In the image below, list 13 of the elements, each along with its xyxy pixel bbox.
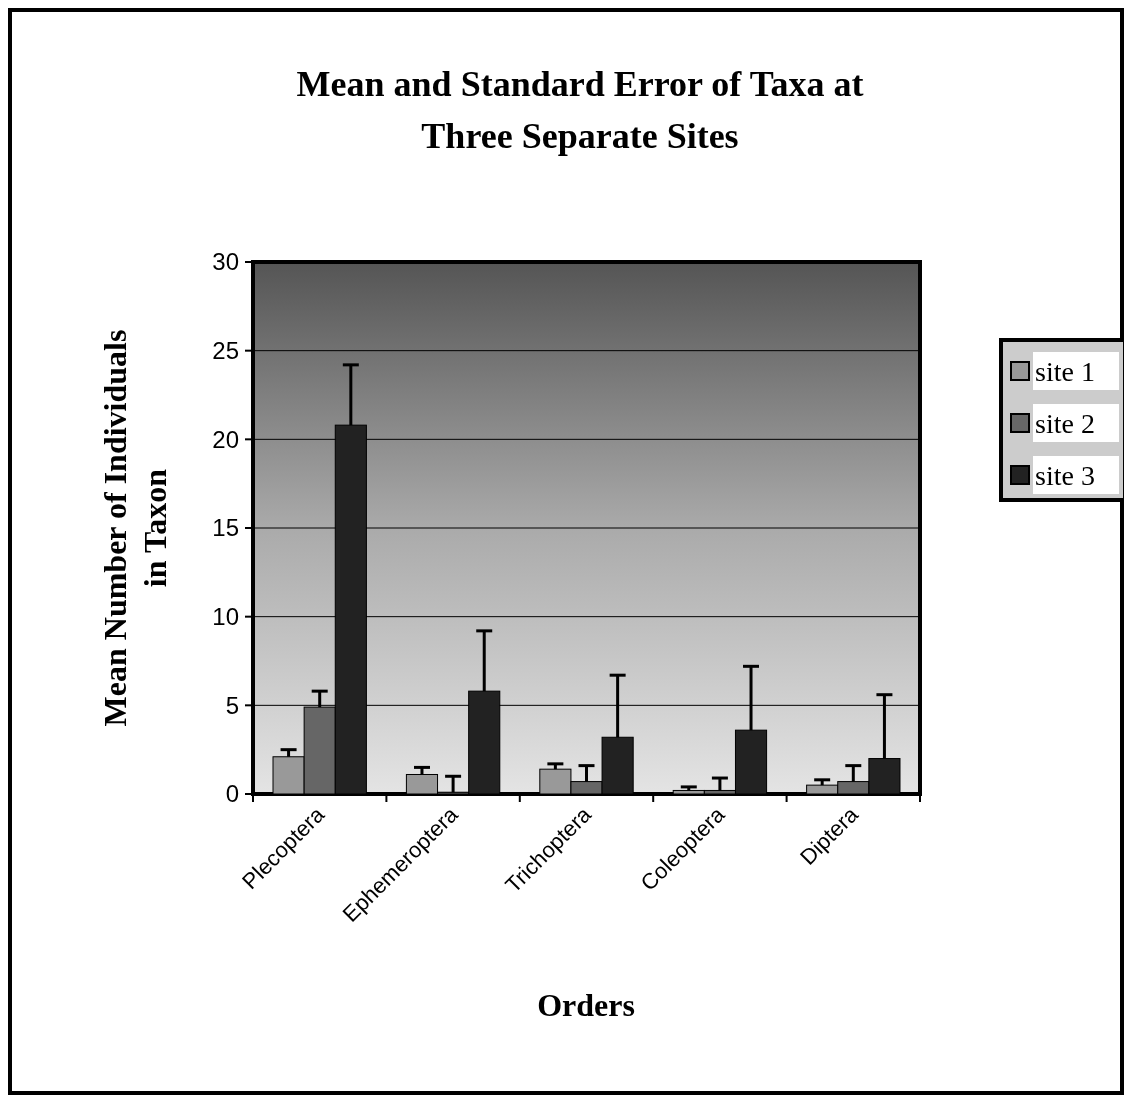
legend-label: site 3	[1035, 460, 1095, 491]
y-tick-label: 20	[212, 425, 239, 453]
y-tick-label: 0	[225, 780, 239, 808]
chart-title: Mean and Standard Error of Taxa at Three Separate Sites	[296, 64, 864, 156]
y-tick-label: 5	[225, 691, 239, 719]
y-tick-label: 10	[212, 603, 239, 631]
legend-label: site 2	[1035, 408, 1095, 439]
x-axis-title: Orders	[537, 987, 635, 1023]
y-tick-label: 30	[212, 248, 239, 276]
y-axis-title: Mean Number of Individuals in Taxon	[97, 329, 173, 727]
y-tick-label: 25	[212, 337, 239, 365]
y-tick-label: 15	[212, 514, 239, 542]
legend-label: site 1	[1035, 356, 1095, 387]
